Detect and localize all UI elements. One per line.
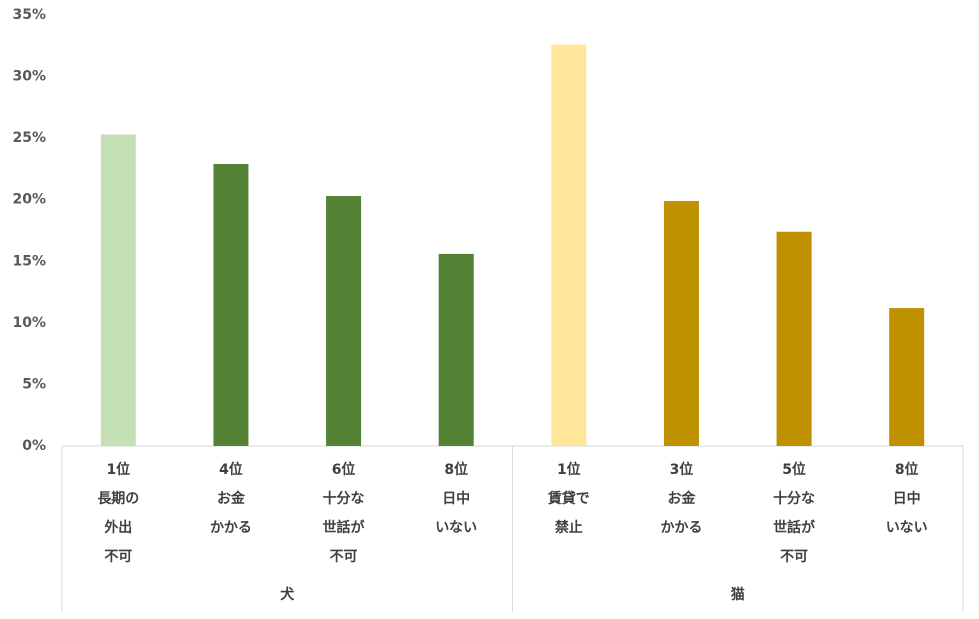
bar xyxy=(438,253,474,446)
y-tick-label: 25% xyxy=(12,130,46,146)
y-tick-label: 20% xyxy=(12,192,46,208)
x-tick-label: 8位 日中 いない xyxy=(435,462,478,536)
bar xyxy=(213,164,249,446)
y-tick-label: 30% xyxy=(12,69,46,85)
group-label: 犬 xyxy=(280,587,295,603)
x-tick-label: 1位 賃貸で 禁止 xyxy=(547,462,590,536)
x-tick-label: 3位 お金 かかる xyxy=(660,462,703,536)
y-tick-label: 35% xyxy=(12,7,46,23)
x-tick-label: 8位 日中 いない xyxy=(885,462,928,536)
group-label: 猫 xyxy=(730,587,745,603)
y-tick-label: 15% xyxy=(12,253,46,269)
bar xyxy=(776,231,812,446)
x-tick-label: 1位 長期の 外出 不可 xyxy=(97,462,140,565)
x-tick-label: 4位 お金 かかる xyxy=(209,462,252,536)
y-tick-label: 10% xyxy=(12,315,46,331)
bar xyxy=(326,196,362,446)
bar xyxy=(100,134,136,446)
x-tick-label: 6位 十分な 世話が 不可 xyxy=(322,462,365,565)
bar xyxy=(663,200,699,446)
bar xyxy=(551,44,587,446)
y-tick-label: 5% xyxy=(22,376,46,392)
bar xyxy=(889,308,925,446)
x-tick-label: 5位 十分な 世話が 不可 xyxy=(773,462,816,565)
y-tick-label: 0% xyxy=(22,438,46,454)
